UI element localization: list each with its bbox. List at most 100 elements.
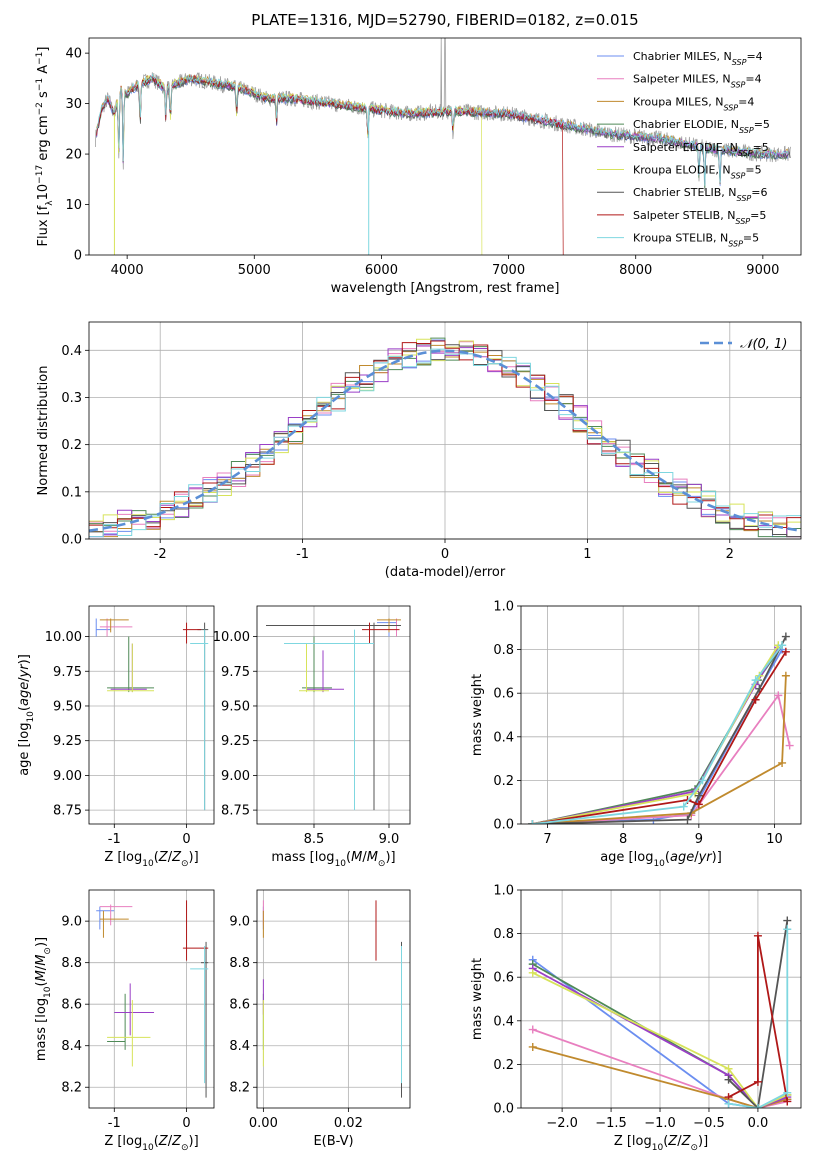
plot-area-weight_vs_age [528,632,794,824]
y-tick-label: 8.4 [61,1039,82,1054]
x-tick-label: 5000 [238,263,271,278]
y-tick-label: 9.0 [229,915,250,930]
y-tick-label: 9.75 [53,665,82,680]
x-tick-label: 7 [543,832,551,847]
y-axis-label: Normed distribution [36,366,51,496]
y-tick-label: 9.25 [53,734,82,749]
x-tick-label: 0 [182,1116,190,1131]
axes-frame [88,37,802,256]
x-axis-label: Z [log10(Z/Z⊙)] [614,1134,708,1153]
plot-area-weight_vs_z [528,916,792,1108]
x-tick-label: −2.0 [546,1116,578,1131]
y-tick-label: 0.6 [493,687,514,702]
x-tick-label: −0.5 [693,1116,725,1131]
y-tick-label: 20 [65,148,82,163]
x-tick-label: -1 [296,547,309,562]
histogram-salpeter_stelib [89,340,801,531]
axes-frame [256,605,411,825]
weight-marker-salpeter_miles [785,741,794,750]
weight-marker-kroupa_elodie [724,1064,733,1073]
weight-marker-kroupa_stelib [724,1099,733,1108]
x-tick-label: -1 [108,1116,121,1131]
weight-marker-chabrier_stelib [683,815,692,824]
weight-marker-kroupa_miles [781,671,790,680]
x-axis-label: wavelength [Angstrom, rest frame] [331,281,560,296]
y-tick-label: 0.4 [493,730,514,745]
y-tick-label: 0.8 [493,643,514,658]
y-tick-label: 8.6 [229,998,250,1013]
weight-marker-salpeter_stelib [783,1097,792,1106]
y-tick-label: 8.4 [229,1039,250,1054]
weight-marker-kroupa_elodie [528,968,537,977]
grid-mass_vs_z [89,890,214,1108]
legend-label-chabrier_stelib: Chabrier STELIB, NSSP=6 [633,186,767,203]
y-tick-label: 10.00 [213,630,250,645]
x-tick-label: 8 [619,832,627,847]
y-tick-label: 9.00 [53,769,82,784]
legend-label-salpeter_miles: Salpeter MILES, NSSP=4 [633,73,762,90]
legend-label-gaussian: 𝒩(0, 1) [740,337,787,352]
panel-residuals: -2 -1 0 1 2 0.0 0.1 0.2 0.3 0.4 Normed distributio… [36,321,802,580]
plot-area-mass_vs_z [96,900,209,1098]
weight-marker-salpeter_stelib [753,931,762,940]
y-axis-label: age [log10(age/yr)] [17,654,36,776]
legend-label-salpeter_elodie: Salpeter ELODIE, NSSP=5 [633,141,769,158]
weight-marker-chabrier_stelib [694,791,703,800]
weight-line-kroupa_elodie [532,971,788,1108]
weight-line-salpeter_elodie [532,967,788,1108]
weight-marker-kroupa_stelib [753,1104,762,1108]
x-axis-label: Z [log10(Z/Z⊙)] [104,1134,198,1153]
y-tick-label: 9.0 [61,915,82,930]
x-tick-label: 0 [182,832,190,847]
x-axis-label: mass [log10(M/M⊙)] [271,850,395,869]
weight-marker-chabrier_stelib [783,916,792,925]
weight-marker-kroupa_stelib [679,802,688,811]
panel-spectrum: 4000 5000 6000 7000 8000 9000 0 10 20 30 40 PLATE=1… [35,11,802,296]
y-tick-label: 0.2 [493,774,514,789]
x-tick-label: 0.02 [334,1116,363,1131]
plot-area-age_vs_z [95,618,209,811]
weight-marker-kroupa_miles [528,1042,537,1051]
y-axis-label: mass [log10(M/M⊙)] [34,937,53,1061]
x-tick-label: 9.0 [379,832,400,847]
axes-frame [520,605,802,825]
axes-frame [88,889,215,1109]
legend-label-salpeter_stelib: Salpeter STELIB, NSSP=5 [633,209,766,226]
y-tick-label: 8.75 [221,804,250,819]
y-tick-label: 8.2 [61,1081,82,1096]
model-spectrum-kroupa_stelib [96,73,789,186]
y-tick-label: 30 [65,97,82,112]
y-tick-label: 0.0 [493,818,514,833]
y-tick-label: 9.00 [221,769,250,784]
plot-area-mass_vs_ebv [262,900,402,1098]
y-tick-label: 1.0 [493,884,514,899]
y-tick-label: 0.3 [61,391,82,406]
weight-marker-kroupa_stelib [751,676,760,685]
x-tick-label: 9 [695,832,703,847]
weight-marker-salpeter_miles [528,1025,537,1034]
chart-title: PLATE=1316, MJD=52790, FIBERID=0182, z=0… [251,11,638,29]
plot-area-spectrum [95,38,791,255]
y-tick-label: 8.8 [229,956,250,971]
x-tick-label: -1 [108,832,121,847]
x-tick-label: 9000 [746,263,779,278]
y-tick-label: 0.1 [61,485,82,500]
axes-frame [88,605,215,825]
x-axis-label: E(B-V) [313,1134,353,1149]
y-tick-label: 0.6 [493,971,514,986]
y-tick-label: 40 [65,47,82,62]
y-tick-label: 0.4 [61,344,82,359]
y-tick-label: 0.2 [61,438,82,453]
panel-age_vs_mass: 8.5 9.0 8.75 9.00 9.25 9.50 9.75 10.00 mass [log… [213,605,411,869]
y-axis-label: mass weight [470,674,485,756]
histogram-kroupa_stelib [89,348,801,538]
x-tick-label: 1 [583,547,591,562]
x-tick-label: 4000 [111,263,144,278]
y-tick-label: 8.2 [229,1081,250,1096]
weight-marker-salpeter_stelib [751,695,760,704]
weight-line-kroupa_miles [532,1046,788,1108]
x-axis-label: (data-model)/error [385,565,506,580]
weight-marker-kroupa_stelib [528,820,537,824]
y-tick-label: 1.0 [493,600,514,615]
